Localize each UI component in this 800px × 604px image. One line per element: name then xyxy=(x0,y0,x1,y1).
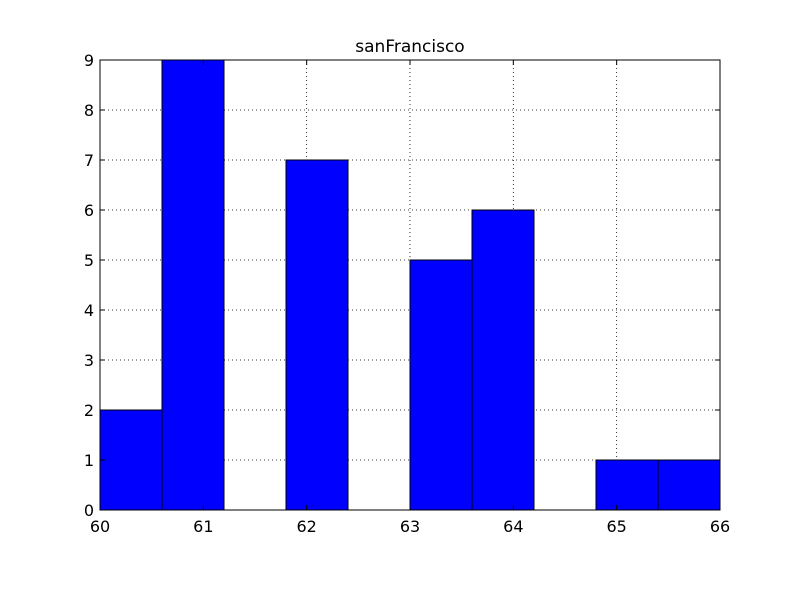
histogram-bar-1 xyxy=(161,59,225,511)
histogram-bar-9 xyxy=(657,459,721,511)
histogram-bar-0 xyxy=(99,409,163,511)
y-tick-label-6: 6 xyxy=(84,201,94,220)
y-tick-label-7: 7 xyxy=(84,151,94,170)
x-tick-label-63: 63 xyxy=(400,517,420,536)
y-tick-label-0: 0 xyxy=(84,501,94,520)
x-tick-label-61: 61 xyxy=(193,517,213,536)
histogram-bar-6 xyxy=(471,209,535,511)
histogram-bar-3 xyxy=(285,159,349,511)
y-tick-label-2: 2 xyxy=(84,401,94,420)
y-tick-label-9: 9 xyxy=(84,51,94,70)
x-tick-label-64: 64 xyxy=(503,517,523,536)
y-tick-label-1: 1 xyxy=(84,451,94,470)
histogram-bar-5 xyxy=(409,259,473,511)
y-tick-label-4: 4 xyxy=(84,301,94,320)
x-tick-label-60: 60 xyxy=(90,517,110,536)
y-tick-label-8: 8 xyxy=(84,101,94,120)
x-tick-label-65: 65 xyxy=(606,517,626,536)
y-tick-label-5: 5 xyxy=(84,251,94,270)
axis-ticks: 60 61 62 63 64 65 66 0 1 2 3 4 5 6 7 8 9 xyxy=(84,51,730,536)
x-tick-label-66: 66 xyxy=(710,517,730,536)
histogram-bar-8 xyxy=(595,459,659,511)
y-tick-label-3: 3 xyxy=(84,351,94,370)
x-tick-label-62: 62 xyxy=(296,517,316,536)
histogram-bars xyxy=(99,59,721,511)
chart-title: sanFrancisco xyxy=(355,37,464,57)
